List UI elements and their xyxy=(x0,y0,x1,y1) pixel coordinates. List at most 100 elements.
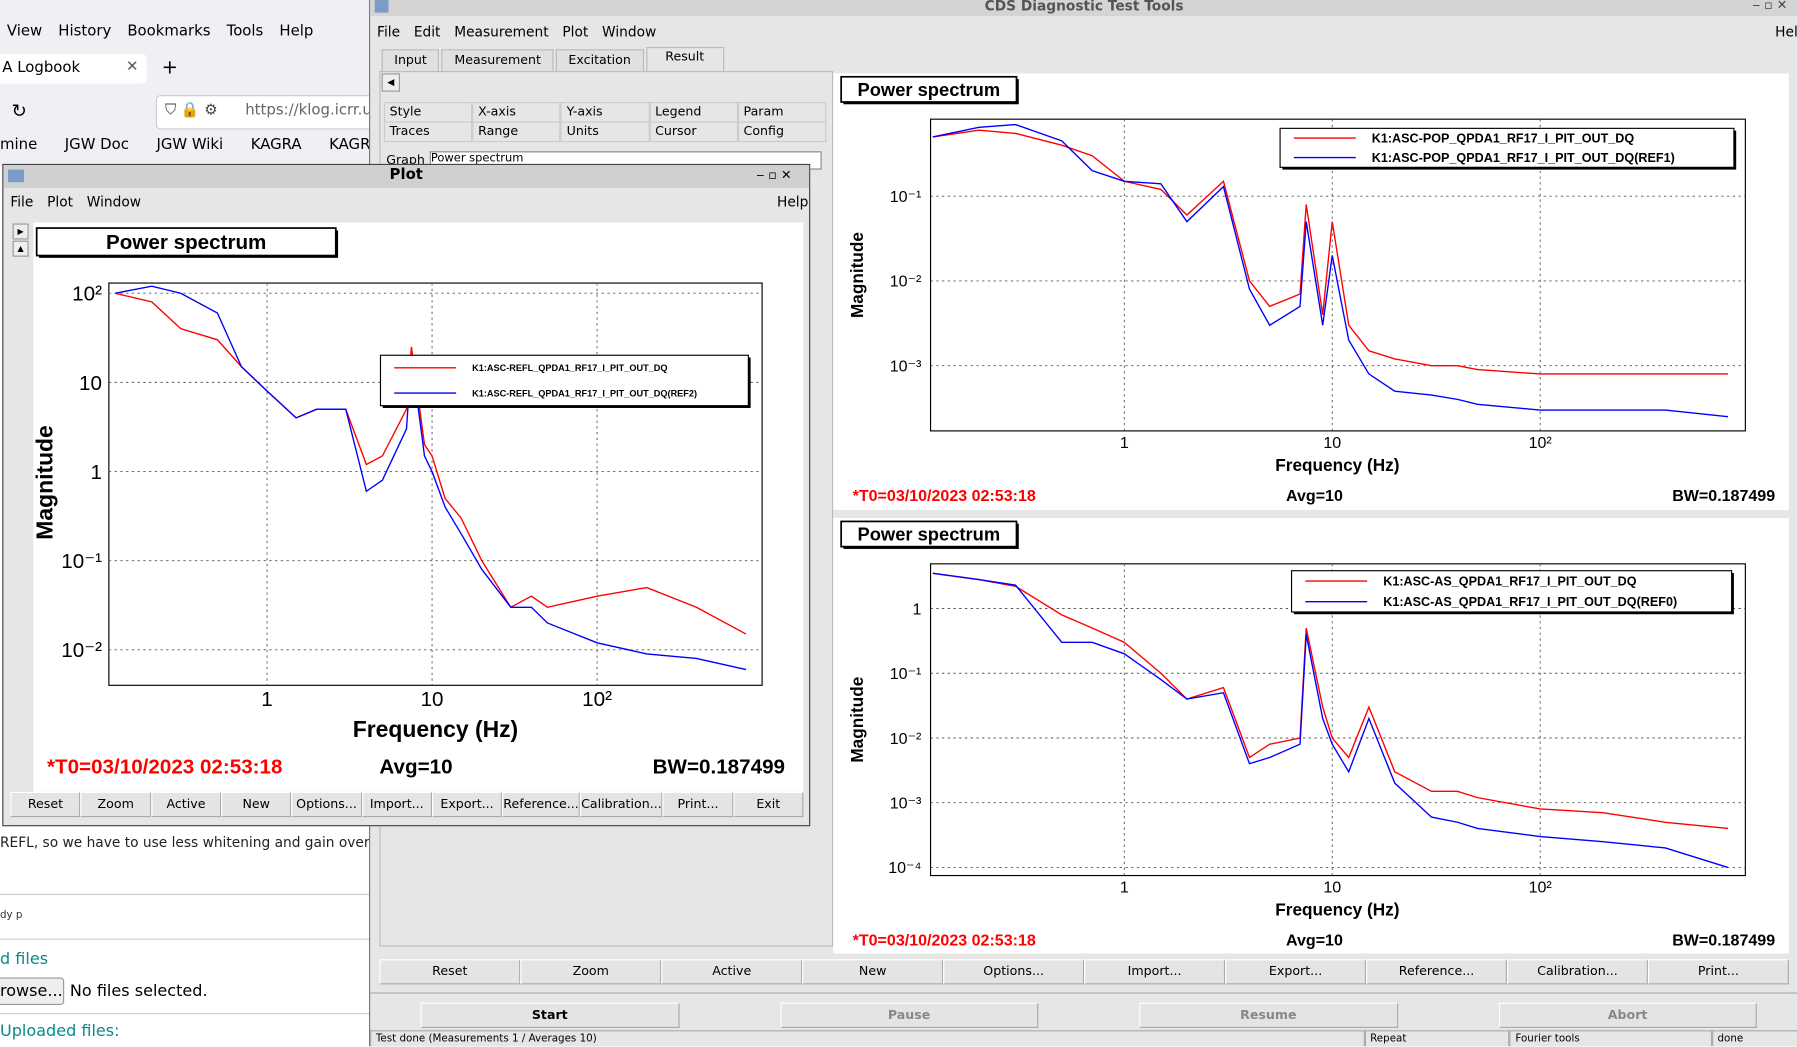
divider xyxy=(0,1013,370,1015)
option-tab[interactable]: X-axis xyxy=(472,101,561,123)
button[interactable]: Print... xyxy=(662,791,734,818)
x-tick-label: 10 xyxy=(1323,434,1341,452)
series-line xyxy=(932,572,1729,830)
option-tab[interactable]: Legend xyxy=(649,101,738,123)
reload-button[interactable]: ↻ xyxy=(11,99,27,122)
x-axis-label: Frequency (Hz) xyxy=(1275,900,1399,920)
button[interactable]: Options... xyxy=(291,791,362,818)
new-tab[interactable]: + xyxy=(161,56,178,80)
annotation: BW=0.187499 xyxy=(1672,487,1775,505)
option-tab[interactable]: Range xyxy=(472,121,561,143)
legend-label: K1:ASC-AS_QPDA1_RF17_I_PIT_OUT_DQ xyxy=(1383,575,1637,589)
plot-frame xyxy=(108,282,763,686)
chart: Power spectrum 1 10 10² 10⁻¹ 10⁻² 10⁻³ K1:ASC-P… xyxy=(833,73,1789,510)
editor-tags: dy p xyxy=(0,909,23,922)
graph-value: Power spectrum xyxy=(430,152,524,166)
button[interactable]: Options... xyxy=(943,959,1085,985)
button[interactable]: Zoom xyxy=(520,959,662,985)
chart-title: Power spectrum xyxy=(858,524,1001,545)
button[interactable]: Abort xyxy=(1498,1002,1757,1028)
plot-frame xyxy=(929,563,1746,877)
button[interactable]: Start xyxy=(420,1002,680,1028)
button[interactable]: Reference... xyxy=(1366,959,1507,985)
button[interactable]: Export... xyxy=(431,791,503,818)
status-field: Repeat xyxy=(1364,1030,1510,1047)
divider xyxy=(370,992,1797,994)
menu-item[interactable]: File xyxy=(377,24,401,41)
option-tab[interactable]: Traces xyxy=(383,121,473,143)
browse-button[interactable] xyxy=(0,977,65,1006)
menu-item[interactable]: Bookmarks xyxy=(127,22,211,41)
button[interactable]: Print... xyxy=(1647,959,1789,985)
legend-box xyxy=(379,354,749,407)
menu-item[interactable]: Help xyxy=(279,22,314,41)
bookmark[interactable]: JGW Doc xyxy=(64,136,129,154)
browser-tab[interactable] xyxy=(0,53,147,84)
x-tick-label: 10² xyxy=(1529,434,1553,452)
bookmark[interactable]: mine xyxy=(0,136,38,154)
button[interactable]: Exit xyxy=(733,791,804,818)
menu-item[interactable]: Plot xyxy=(47,193,74,210)
tab[interactable]: Measurement xyxy=(441,49,554,72)
files-heading: d files xyxy=(0,950,49,969)
menu-item[interactable]: File xyxy=(10,193,34,210)
menu-item[interactable]: Plot xyxy=(562,24,589,41)
tab[interactable]: Excitation xyxy=(555,49,644,72)
button[interactable]: Active xyxy=(150,791,222,818)
button[interactable]: Export... xyxy=(1225,959,1367,985)
option-tabs: Traces Range Units Cursor Config xyxy=(383,121,827,143)
button[interactable]: Zoom xyxy=(80,791,151,818)
button[interactable]: Import... xyxy=(361,791,432,818)
bookmark[interactable]: JGW Wiki xyxy=(156,136,224,154)
y-tick-label: 1 xyxy=(912,600,921,618)
option-tab[interactable]: Config xyxy=(737,121,827,143)
menu-item[interactable]: Edit xyxy=(413,24,441,41)
x-tick-label: 10 xyxy=(1323,879,1341,897)
menu-item[interactable]: Window xyxy=(602,24,657,41)
uploaded-heading: Uploaded files: xyxy=(0,1022,120,1041)
button[interactable]: New xyxy=(221,791,292,818)
menu-item[interactable]: View xyxy=(6,22,43,41)
dtt-tabs: Input Measurement Excitation Result xyxy=(381,46,726,72)
title-box xyxy=(840,75,1018,103)
button[interactable]: Active xyxy=(661,959,803,985)
chart-panel: Power spectrum 1 10 10² 1 10⁻¹ 10⁻² 10⁻³ 10⁻⁴ K1:… xyxy=(833,517,1789,954)
option-tab[interactable]: Y-axis xyxy=(560,101,650,123)
option-tab[interactable]: Units xyxy=(560,121,650,143)
button[interactable]: Calibration... xyxy=(1506,959,1648,985)
legend-box xyxy=(1290,570,1733,613)
window-controls[interactable]: ‒ ▫ ✕ xyxy=(756,167,792,183)
option-tab[interactable]: Param xyxy=(737,101,827,123)
option-tab[interactable]: Cursor xyxy=(649,121,738,143)
arrow-button[interactable]: ▲ xyxy=(12,240,29,257)
button[interactable]: Reference... xyxy=(502,791,580,818)
window-controls[interactable]: ‒ ▫ ✕ xyxy=(1752,0,1788,13)
menu-item[interactable]: Window xyxy=(86,193,142,210)
button[interactable]: Calibration... xyxy=(579,791,663,818)
menu-item[interactable]: Tools xyxy=(226,22,264,41)
button[interactable]: Import... xyxy=(1084,959,1226,985)
option-tab[interactable]: Style xyxy=(383,101,473,123)
browser-menu: View History Bookmarks Tools Help xyxy=(7,23,313,40)
plot-help[interactable]: Help xyxy=(776,193,809,210)
bookmark[interactable]: KAGRA xyxy=(329,136,381,154)
plot-menu: File Plot Window xyxy=(10,194,141,210)
menu-item[interactable]: Measurement xyxy=(454,24,549,41)
url-text: https://klog.icrr.u- xyxy=(245,101,378,120)
tab[interactable]: Result xyxy=(645,46,724,72)
button[interactable]: New xyxy=(802,959,944,985)
button[interactable]: Pause xyxy=(779,1002,1039,1028)
tab[interactable]: Input xyxy=(381,49,440,72)
window-icon xyxy=(8,169,25,183)
arrow-button[interactable]: ▶ xyxy=(12,223,29,240)
arrow-button[interactable]: ◀ xyxy=(381,73,400,92)
button[interactable]: Reset xyxy=(10,791,81,818)
url-bar[interactable] xyxy=(155,95,388,130)
button[interactable]: Resume xyxy=(1139,1002,1398,1028)
dtt-help[interactable]: Help xyxy=(1775,24,1797,41)
menu-item[interactable]: History xyxy=(58,22,112,41)
bookmark[interactable]: KAGRA xyxy=(250,136,302,154)
browse-button-text: rowse... xyxy=(0,982,63,1001)
button[interactable]: Reset xyxy=(379,959,521,985)
tab-close[interactable]: ✕ xyxy=(126,58,139,76)
